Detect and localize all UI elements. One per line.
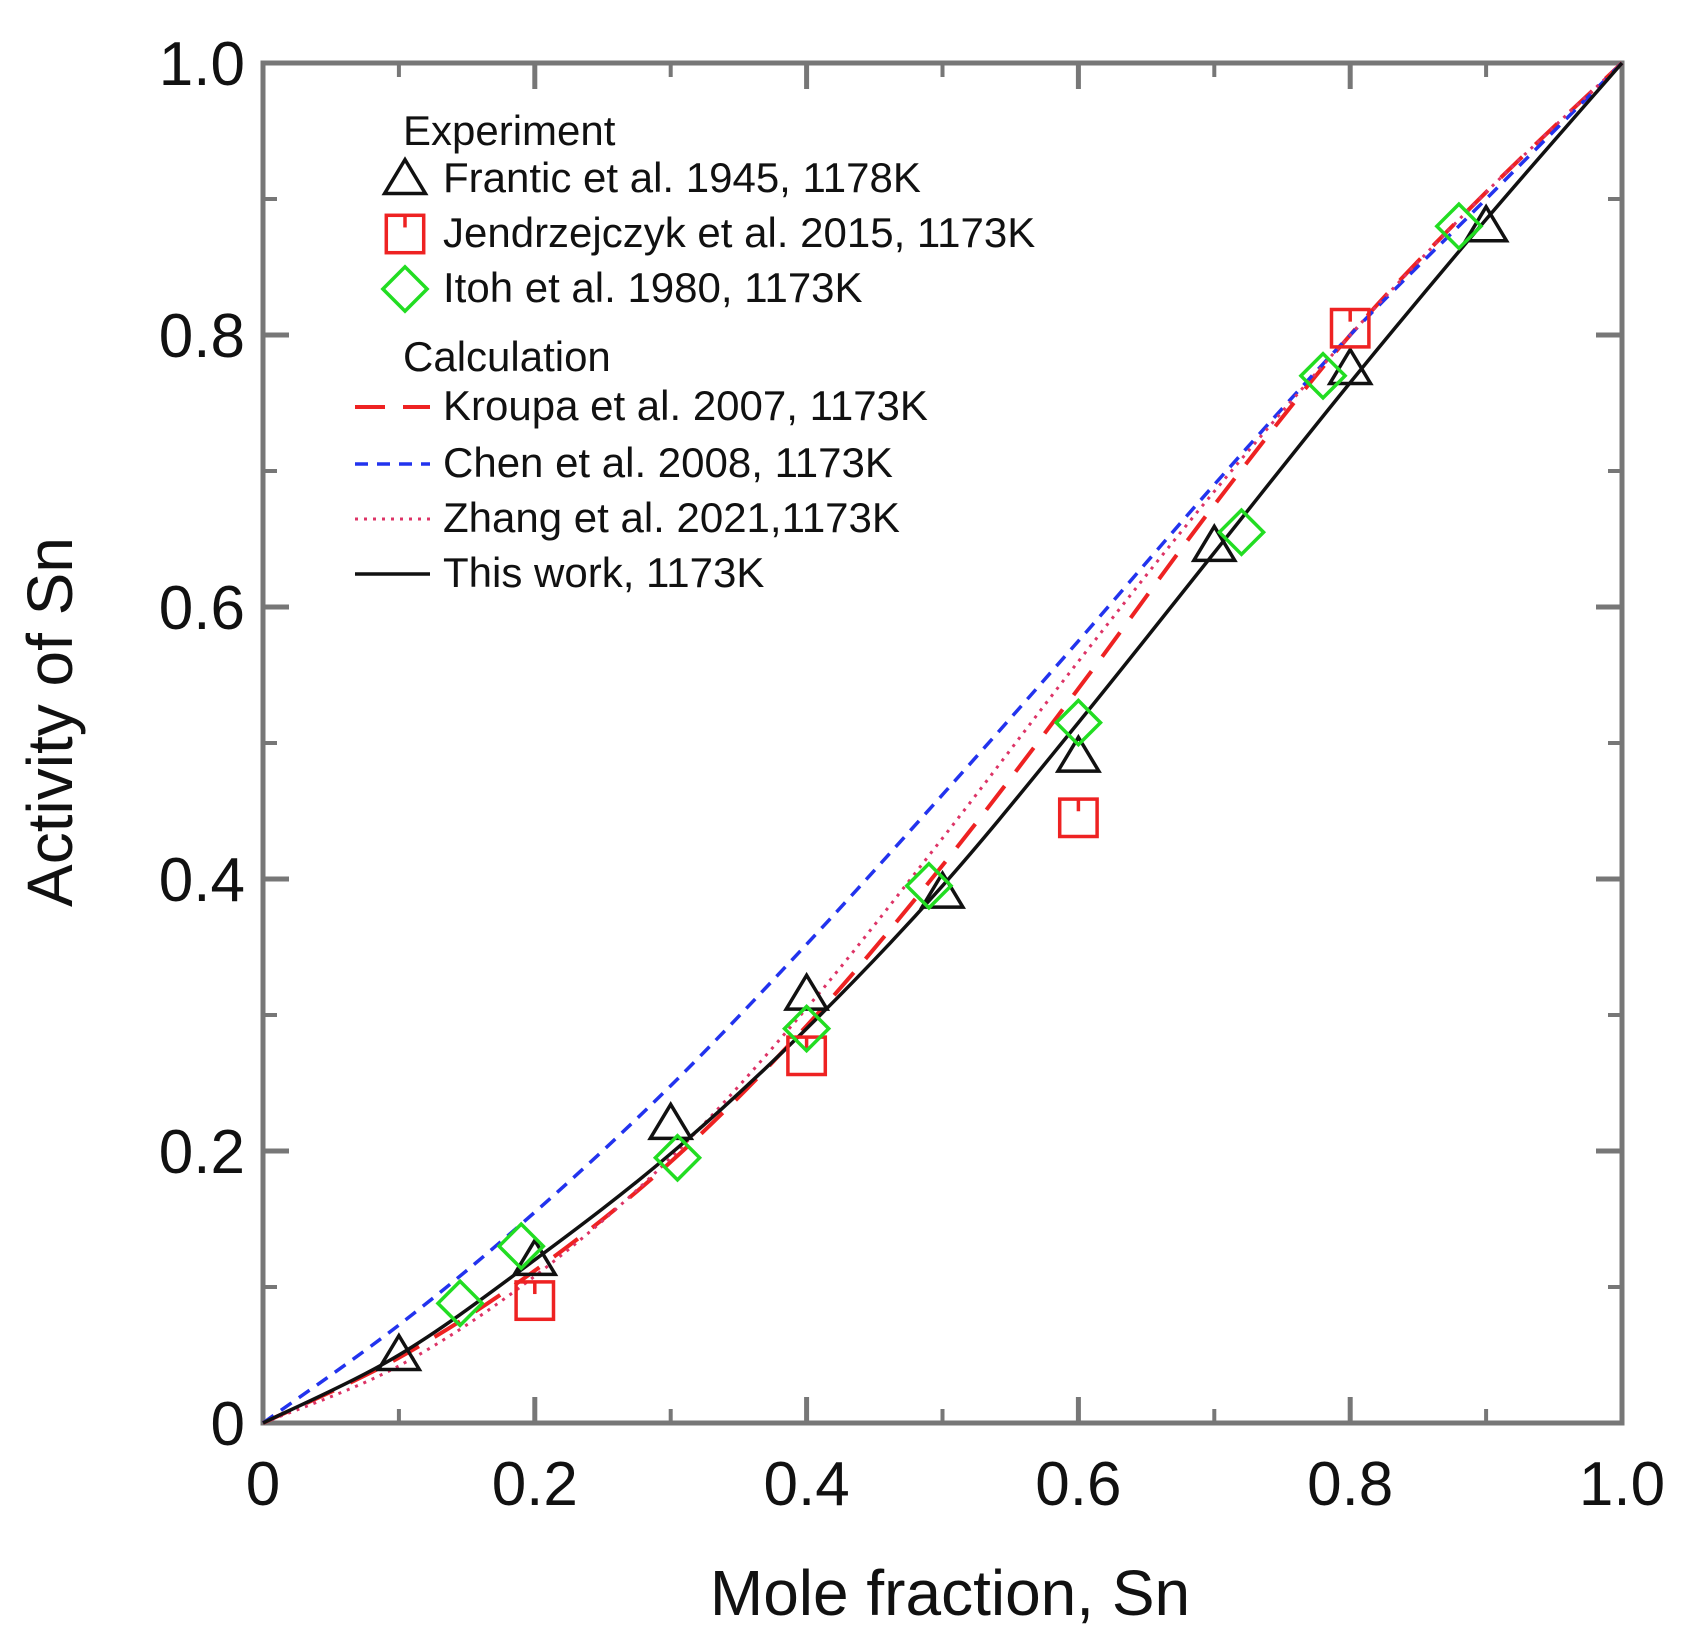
legend-label: Zhang et al. 2021,1173K (443, 494, 900, 541)
data-point-triangle (783, 971, 831, 1011)
legend-label: Kroupa et al. 2007, 1173K (443, 382, 928, 429)
axes-layer: 0 0.2 0.4 0.6 0.8 1.0 0 0.2 0.4 0.6 0.8 1.0 (159, 30, 1665, 1519)
data-point-triangle (1326, 346, 1374, 386)
data-point-triangle (1462, 203, 1510, 243)
legend-heading-experiment: Experiment (403, 107, 616, 154)
x-tick-label: 0.2 (492, 1450, 578, 1519)
y-axis-title: Activity of Sn (14, 537, 86, 907)
data-point-diamond (435, 1278, 485, 1328)
x-tick-label: 0.8 (1307, 1450, 1393, 1519)
data-point-diamond (782, 1004, 832, 1054)
data-point-triangle (919, 869, 966, 909)
data-point-diamond (496, 1221, 546, 1271)
data-point-diamond (904, 861, 954, 911)
data-point-triangle (511, 1237, 559, 1277)
data-point-triangle (1054, 733, 1102, 773)
data-point-triangle (1190, 523, 1238, 563)
data-point-diamond (652, 1133, 703, 1183)
legend-label: Jendrzejczyk et al. 2015, 1173K (443, 209, 1035, 256)
y-tick-label: 0 (211, 1390, 245, 1459)
y-tick-label: 0.8 (159, 302, 245, 371)
legend-label: Chen et al. 2008, 1173K (443, 439, 893, 486)
x-tick-label: 0.4 (763, 1450, 849, 1519)
legend-marker-diamond (380, 264, 430, 314)
experiment-markers (375, 201, 1510, 1372)
legend-marker-triangle (381, 156, 429, 196)
y-tick-label: 0.6 (159, 574, 245, 643)
legend-label: This work, 1173K (443, 549, 764, 596)
y-tick-label: 0.2 (159, 1118, 245, 1187)
legend-label: Itoh et al. 1980, 1173K (443, 264, 863, 311)
y-tick-label: 1.0 (159, 30, 245, 99)
x-tick-label: 0.6 (1035, 1450, 1121, 1519)
data-point-triangle (647, 1101, 695, 1141)
legend-heading-calculation: Calculation (403, 333, 611, 380)
y-tick-label: 0.4 (159, 846, 245, 915)
data-point-diamond (1298, 351, 1348, 401)
data-point-diamond (1216, 507, 1267, 557)
x-axis-title: Mole fraction, Sn (710, 1557, 1190, 1629)
data-point-triangle (375, 1332, 423, 1372)
legend-label: Frantic et al. 1945, 1178K (443, 154, 921, 201)
x-tick-label: 1.0 (1579, 1450, 1665, 1519)
x-tick-label: 0 (246, 1450, 280, 1519)
data-point-diamond (1434, 201, 1484, 251)
data-point-diamond (1053, 698, 1103, 748)
